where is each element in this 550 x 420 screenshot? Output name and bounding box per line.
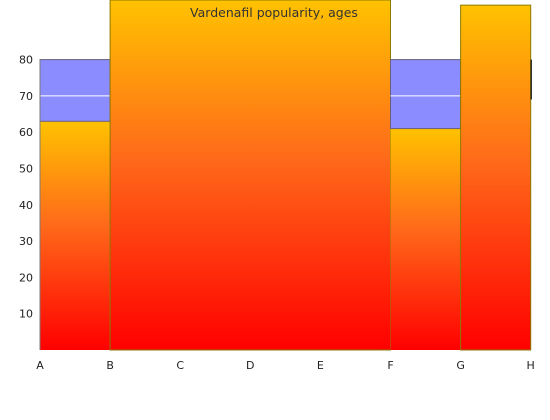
y-tick-label: 40 bbox=[19, 199, 33, 212]
y-tick-label: 10 bbox=[19, 308, 33, 321]
x-tick-label: A bbox=[36, 359, 44, 372]
y-tick-label: 60 bbox=[19, 126, 33, 139]
y-tick-label: 30 bbox=[19, 235, 33, 248]
bar-1-base bbox=[40, 121, 111, 350]
plot-area bbox=[39, 0, 532, 351]
x-tick-label: D bbox=[246, 359, 254, 372]
bar-2 bbox=[109, 0, 391, 351]
x-tick-label: H bbox=[527, 359, 535, 372]
x-tick-label: E bbox=[317, 359, 324, 372]
chart-title: Vardenafil popularity, ages bbox=[190, 5, 358, 20]
bar-4 bbox=[460, 4, 532, 351]
y-tick-label: 20 bbox=[19, 271, 33, 284]
y-tick-label: 50 bbox=[19, 163, 33, 176]
bar-1-range bbox=[39, 59, 111, 122]
bar-3-range bbox=[390, 59, 462, 130]
axes: 10 20 30 40 50 60 70 80 A B C D E F G H bbox=[19, 54, 535, 372]
bar-3-base bbox=[390, 128, 461, 350]
x-tick-label: C bbox=[176, 359, 184, 372]
y-tick-label: 70 bbox=[19, 90, 33, 103]
y-tick-label: 80 bbox=[19, 54, 33, 67]
x-tick-label: B bbox=[106, 359, 114, 372]
x-tick-label: G bbox=[456, 359, 465, 372]
x-tick-label: F bbox=[387, 359, 393, 372]
